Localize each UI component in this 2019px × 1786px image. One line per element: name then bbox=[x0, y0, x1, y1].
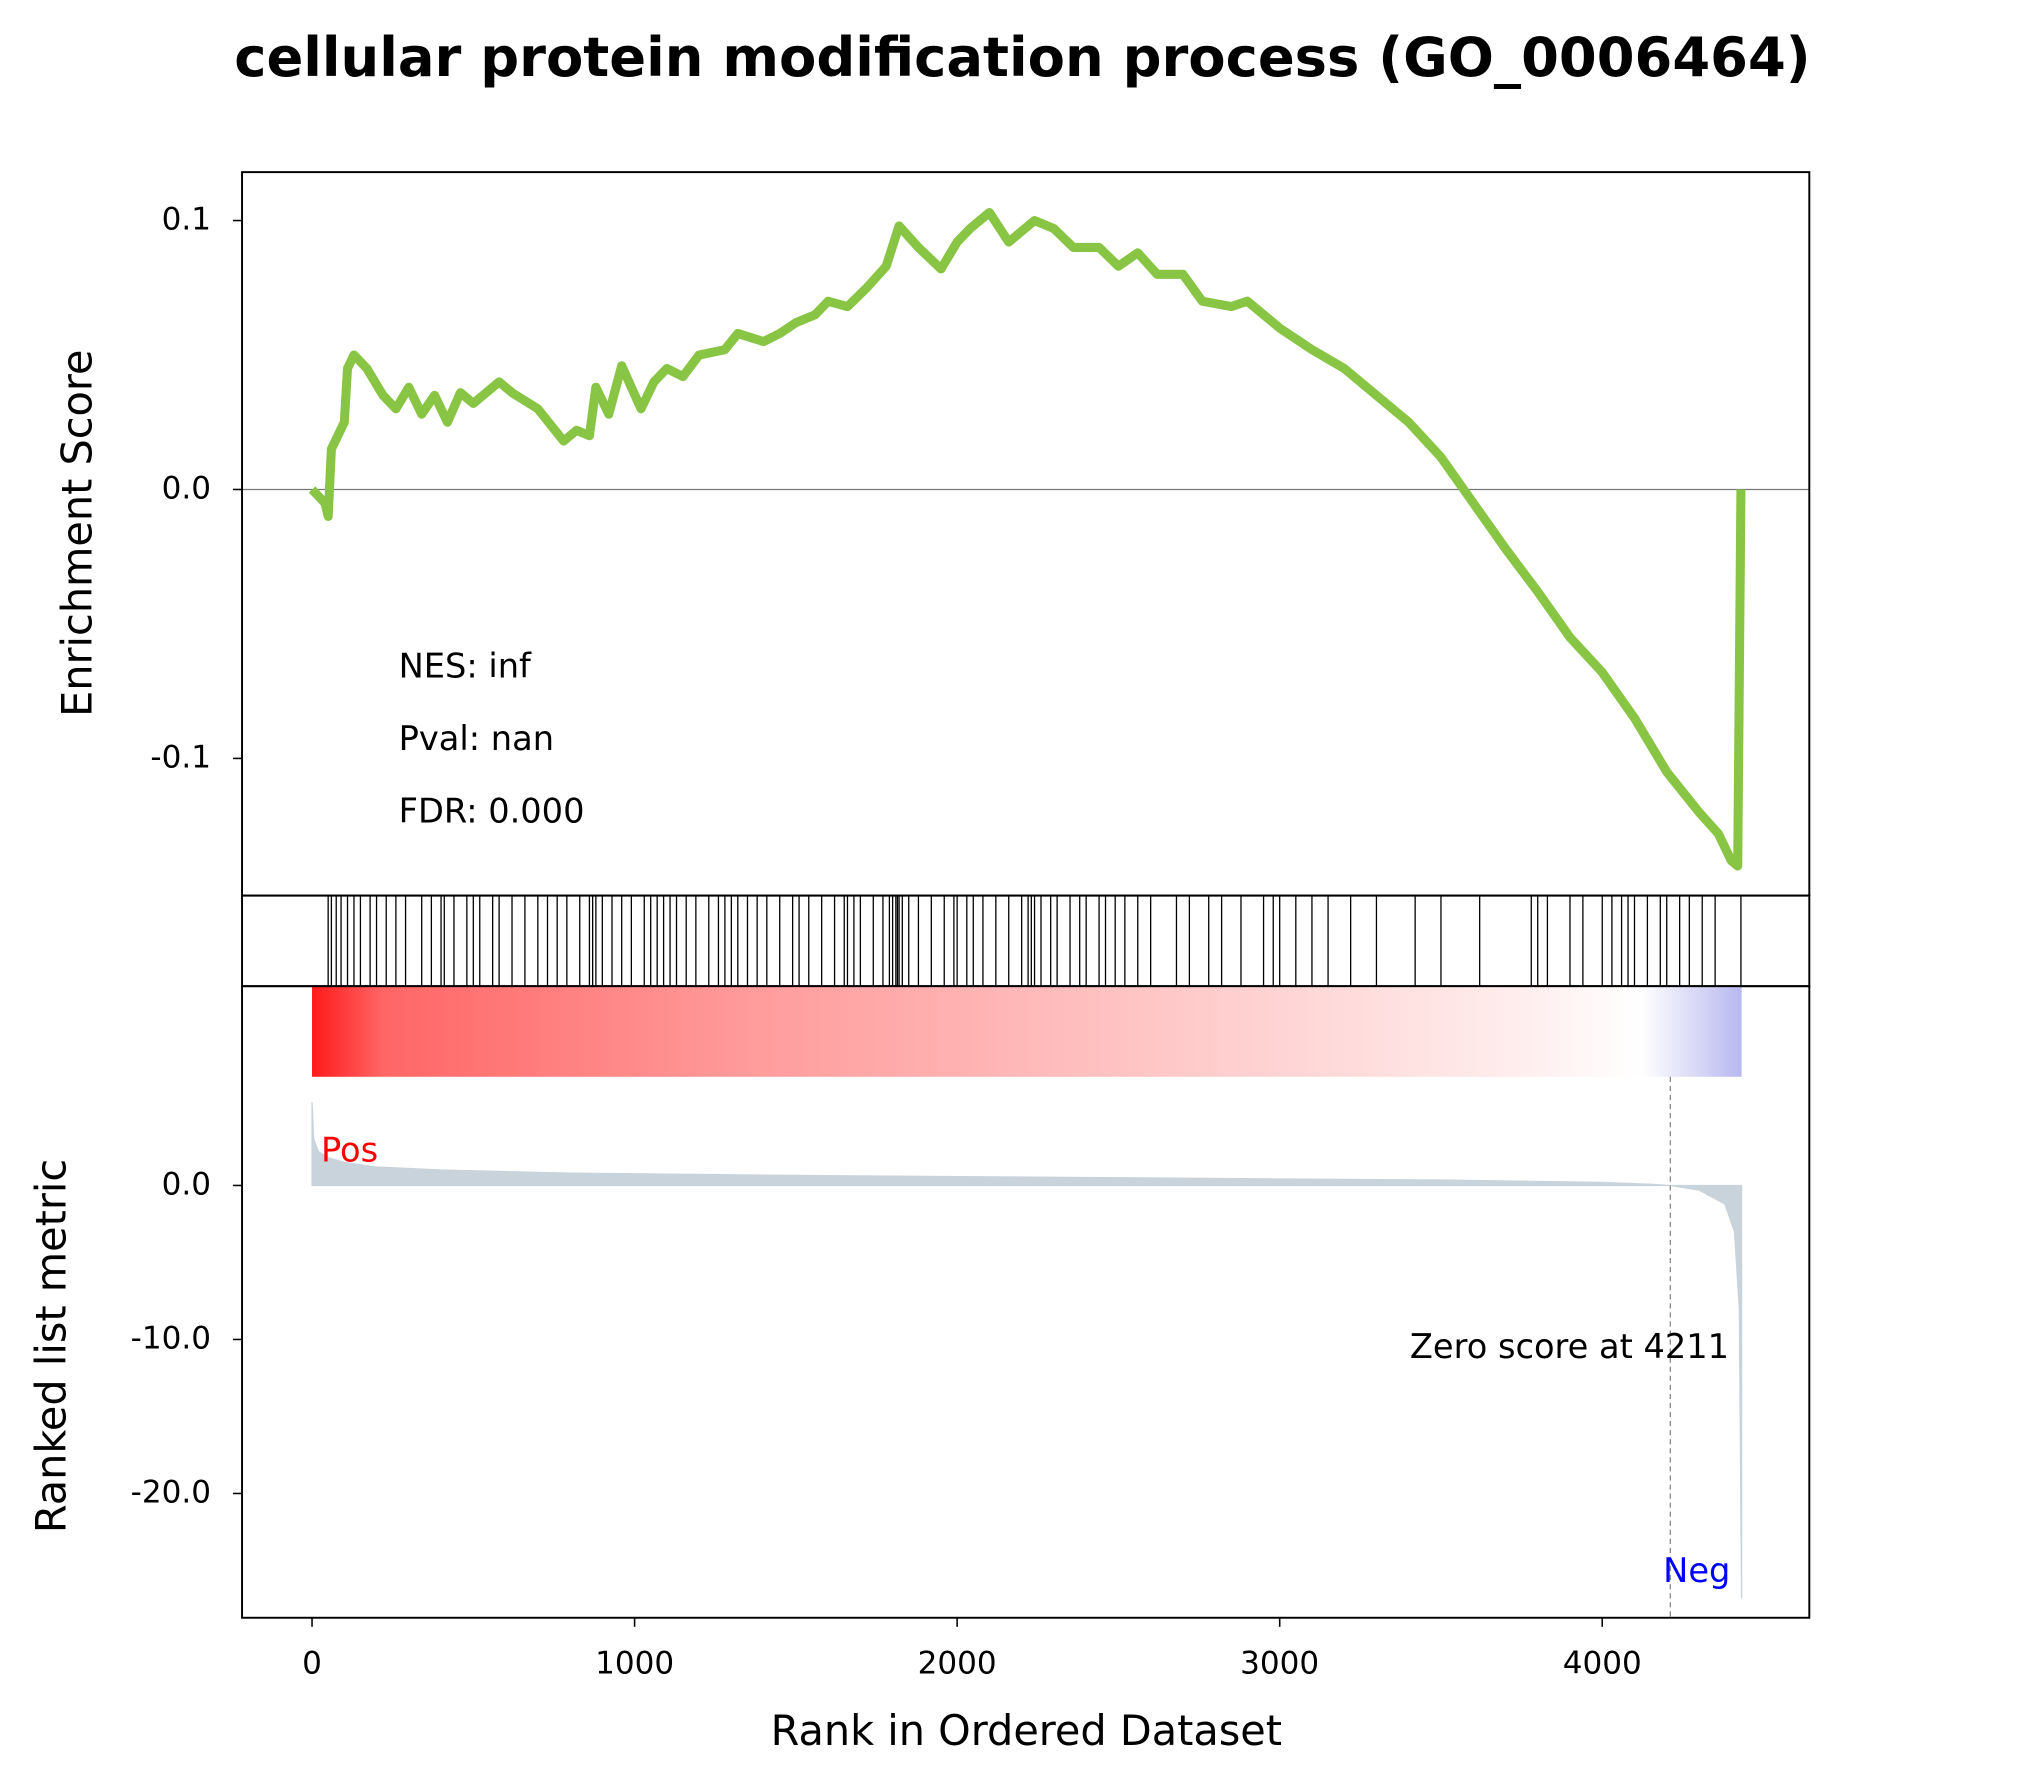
rank-colorbar bbox=[312, 986, 1742, 1077]
x-tick-label: 0 bbox=[302, 1645, 322, 1681]
metric-area bbox=[311, 1102, 1743, 1599]
x-tick-label: 4000 bbox=[1563, 1645, 1642, 1681]
stat-annotation: NES: inf bbox=[399, 646, 532, 685]
axes-frame bbox=[241, 985, 1811, 1619]
x-tick-label: 1000 bbox=[595, 1645, 674, 1681]
enrichment-line bbox=[308, 207, 1746, 871]
axes-frame bbox=[241, 894, 1811, 988]
y-tick-label: 0.1 bbox=[162, 202, 211, 238]
axes-frame bbox=[241, 171, 1811, 897]
y-axis-label: Ranked list metric bbox=[27, 1159, 75, 1533]
y-tick-label: -0.1 bbox=[150, 739, 211, 775]
pos-label: Pos bbox=[321, 1130, 378, 1169]
stat-annotation: FDR: 0.000 bbox=[399, 791, 585, 830]
chart-title: cellular protein modification process (G… bbox=[234, 26, 1810, 89]
x-tick-label: 3000 bbox=[1240, 1645, 1319, 1681]
y-tick-label: -20.0 bbox=[131, 1474, 211, 1510]
y-tick-label: 0.0 bbox=[162, 1166, 211, 1202]
y-tick-label: -10.0 bbox=[131, 1320, 211, 1356]
x-axis-label: Rank in Ordered Dataset bbox=[771, 1707, 1282, 1755]
y-tick-label: 0.0 bbox=[162, 470, 211, 506]
zero-score-label: Zero score at 4211 bbox=[1410, 1327, 1729, 1366]
y-axis-label: Enrichment Score bbox=[53, 350, 101, 717]
stat-annotation: Pval: nan bbox=[399, 719, 554, 758]
x-tick-label: 2000 bbox=[918, 1645, 997, 1681]
neg-label: Neg bbox=[1663, 1551, 1730, 1590]
